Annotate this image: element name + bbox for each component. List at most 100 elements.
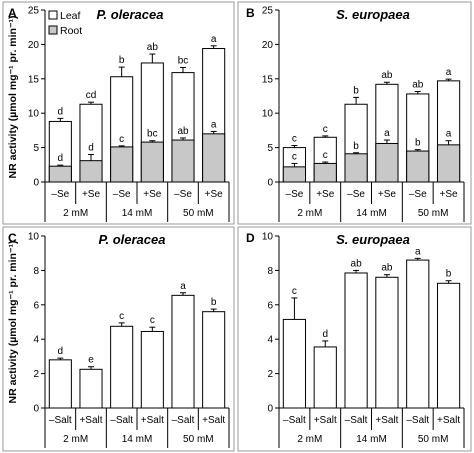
panel-a-y-tick-label: 15 [28, 74, 40, 85]
panel-d-bar [406, 259, 430, 409]
panel-b-y-tick-label: 20 [262, 40, 274, 51]
panel-b-sig-letter: b [353, 85, 359, 96]
panel-d-x-tick-label: –Salt [345, 415, 368, 426]
panel-b-title: S. europaea [336, 7, 410, 22]
panel-d-frame [237, 226, 472, 452]
panel-a-x-tick-label: +Se [143, 189, 162, 200]
panel-b-frame [237, 1, 472, 225]
panel-d-group-label: 2 mM [297, 434, 322, 445]
panel-a-bar-root [202, 133, 226, 183]
panel-a-x-tick-label: +Se [82, 189, 101, 200]
panel-a-root-sig-letter: ab [177, 126, 189, 137]
panel-a-sig-letter: b [119, 55, 125, 66]
panel-c-x-tick-label: +Salt [202, 415, 225, 426]
panel-c-x-tick-label: –Salt [172, 415, 195, 426]
panel-d-sig-letter: b [446, 269, 452, 280]
panel-d-bar [436, 282, 461, 409]
panel-a-x-tick-label: –Se [174, 189, 192, 200]
panel-a-sig-letter: d [58, 106, 64, 117]
panel-d-sig-letter: ab [351, 258, 363, 269]
panel-a-group-label: 2 mM [63, 208, 88, 219]
panel-a-frame [2, 1, 235, 225]
panel-c-sig-letter: c [119, 311, 124, 322]
panel-c-bar [79, 368, 103, 409]
panel-a-y-tick-label: 10 [28, 109, 40, 120]
panel-a-bar-root [48, 165, 72, 183]
panel-a-bar-root [171, 139, 195, 183]
legend-label-root: Root [60, 25, 82, 37]
panel-a-y-tick-label: 5 [33, 143, 39, 154]
panel-a-bar-root [110, 146, 134, 183]
panel-c-x-tick-label: –Salt [110, 415, 133, 426]
panel-b-group-label: 14 mM [356, 208, 387, 219]
panel-a-sig-letter: a [211, 34, 217, 45]
panel-b-sig-letter: c [292, 134, 297, 145]
panel-b-sig-letter: ab [412, 80, 424, 91]
panel-d-group-label: 50 mM [418, 434, 449, 445]
panel-c-sig-letter: c [150, 315, 155, 326]
legend-swatch-root [48, 25, 58, 35]
legend-label-leaf: Leaf [60, 10, 81, 22]
panel-a-root-sig-letter: d [88, 142, 94, 153]
panel-a-y-tick-label: 25 [28, 6, 40, 17]
panel-d-group-label: 14 mM [356, 434, 387, 445]
panel-a-x-tick-label: +Se [205, 189, 224, 200]
panel-c-group-label: 14 mM [122, 434, 153, 445]
panel-a-sig-letter: bc [178, 55, 189, 66]
panel-c-bar [202, 311, 226, 409]
panel-d-x-tick-label: –Salt [283, 415, 306, 426]
panel-c-bar [110, 325, 134, 409]
panel-d-y-tick-label: 2 [267, 369, 273, 380]
panel-b-x-tick-label: –Se [409, 189, 427, 200]
panel-d-y-tick-label: 4 [267, 335, 273, 346]
panel-b-sig-letter: ab [381, 70, 393, 81]
panel-a-group-label: 14 mM [122, 208, 153, 219]
panel-b-sig-letter: a [446, 67, 452, 78]
panel-b-root-sig-letter: b [415, 138, 421, 149]
panel-c-bar [171, 294, 195, 409]
panel-d-y-tick-label: 0 [267, 404, 273, 415]
panel-a-root-sig-letter: bc [147, 129, 158, 140]
panel-b-bar-root [436, 144, 461, 183]
panel-b-x-tick-label: –Se [347, 189, 365, 200]
panel-c-y-tick-label: 10 [28, 232, 40, 243]
panel-c-group-label: 2 mM [63, 434, 88, 445]
panel-c-title: P. oleracea [99, 232, 166, 247]
panel-d-sig-letter: d [322, 329, 328, 340]
panel-b-label: B [246, 6, 255, 20]
panel-b-bar-root [375, 142, 399, 183]
panel-d-bar [375, 276, 399, 409]
panel-d-x-tick-label: +Salt [375, 415, 398, 426]
panel-b-y-tick-label: 15 [262, 74, 274, 85]
panel-c-y-axis-label: NR activity (µmol mg⁻¹ pr. min⁻¹) [7, 241, 19, 404]
panel-b-group-label: 2 mM [297, 208, 322, 219]
panel-a-x-tick-label: –Se [113, 189, 131, 200]
panel-d-x-tick-label: –Salt [406, 415, 429, 426]
panel-a-bar-root [140, 141, 164, 183]
panel-c-bar [140, 330, 164, 409]
panel-d-y-tick-label: 10 [262, 232, 274, 243]
panel-c-sig-letter: a [180, 281, 186, 292]
panel-d-y-tick-label: 8 [267, 266, 273, 277]
panel-d-sig-letter: c [292, 286, 297, 297]
panel-d-y-tick-label: 6 [267, 300, 273, 311]
panel-b-group-label: 50 mM [418, 208, 449, 219]
panel-b-y-tick-label: 10 [262, 109, 274, 120]
panel-a-sig-letter: ab [147, 42, 159, 53]
panel-d-sig-letter: ab [381, 263, 393, 274]
panel-d-bar [313, 346, 337, 409]
panel-b-x-tick-label: +Se [440, 189, 459, 200]
panel-a-x-tick-label: –Se [51, 189, 69, 200]
panel-b-y-tick-label: 25 [262, 6, 274, 17]
panel-c-frame [2, 226, 235, 452]
panel-b-bar-root [313, 162, 337, 183]
panel-d-bar [344, 272, 368, 409]
panel-b-y-tick-label: 5 [267, 143, 273, 154]
panel-c-x-tick-label: –Salt [49, 415, 72, 426]
panel-c-bar [48, 359, 72, 409]
panel-c-y-tick-label: 4 [33, 335, 39, 346]
panel-c-x-tick-label: +Salt [141, 415, 164, 426]
panel-b-bar-root [282, 166, 307, 183]
panel-b-root-sig-letter: b [353, 141, 359, 152]
